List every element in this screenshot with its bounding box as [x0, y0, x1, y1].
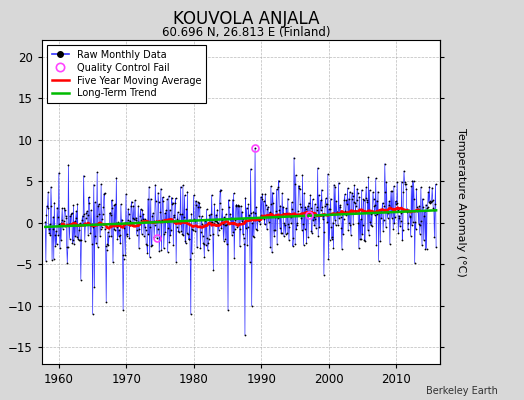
Text: 60.696 N, 26.813 E (Finland): 60.696 N, 26.813 E (Finland) — [162, 26, 331, 39]
Text: Berkeley Earth: Berkeley Earth — [426, 386, 498, 396]
Y-axis label: Temperature Anomaly (°C): Temperature Anomaly (°C) — [456, 128, 466, 276]
Legend: Raw Monthly Data, Quality Control Fail, Five Year Moving Average, Long-Term Tren: Raw Monthly Data, Quality Control Fail, … — [47, 45, 206, 103]
Text: KOUVOLA ANJALA: KOUVOLA ANJALA — [173, 10, 320, 28]
